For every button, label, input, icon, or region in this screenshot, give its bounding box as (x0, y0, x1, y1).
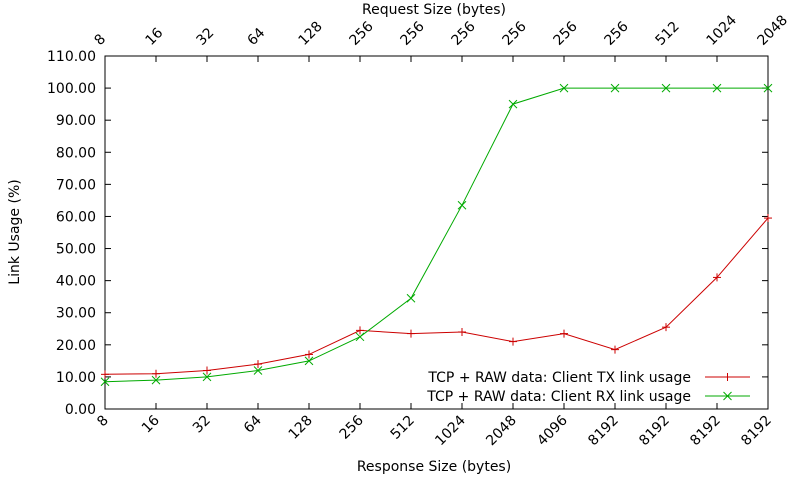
series-2 (100, 83, 773, 387)
x-axis-top: 8 16 32 64 128 256 256 256 256 256 256 512 1024 2048 (92, 12, 792, 62)
data-point (713, 273, 721, 282)
x2-tick-label: 128 (296, 19, 326, 49)
legend-entry: TCP + RAW data: Client TX link usage (427, 370, 750, 386)
data-point (202, 372, 212, 382)
x-tick-label: 32 (190, 413, 214, 437)
y-tick-label: 20.00 (56, 338, 96, 354)
x2-tick-label: 32 (194, 25, 218, 49)
data-point (152, 369, 160, 378)
data-point (304, 356, 314, 366)
x-tick-label: 128 (286, 413, 316, 443)
y-tick-label: 60.00 (56, 209, 96, 225)
y-tick-label: 90.00 (56, 113, 96, 129)
data-point (458, 327, 466, 336)
y-axis-label: Link Usage (%) (7, 179, 23, 284)
data-point (509, 337, 517, 346)
x-tick-label: 8 (94, 413, 112, 431)
y-tick-label: 40.00 (56, 274, 96, 290)
x-tick-label: 8192 (585, 413, 622, 450)
data-point (253, 366, 263, 375)
x2-tick-label: 256 (449, 19, 479, 49)
data-point (356, 326, 364, 335)
x-axis-label: Response Size (bytes) (357, 459, 511, 475)
data-point (203, 366, 211, 375)
data-point (764, 214, 772, 223)
data-point (254, 360, 262, 369)
x-tick-label: 8192 (738, 413, 775, 450)
y-tick-label: 110.00 (47, 49, 96, 65)
y-tick-label: 50.00 (56, 242, 96, 258)
x2-tick-label: 256 (398, 19, 428, 49)
x2-tick-label: 8 (92, 31, 110, 49)
data-point (559, 83, 569, 93)
x2-tick-label: 1024 (704, 12, 741, 49)
data-point (355, 332, 365, 342)
plot-frame (104, 55, 769, 410)
series-layer (100, 83, 773, 387)
y-tick-label: 100.00 (47, 81, 96, 97)
series-1 (101, 214, 772, 379)
x-tick-label: 8192 (687, 413, 724, 450)
legend-label: TCP + RAW data: Client TX link usage (427, 370, 691, 386)
x-tick-label: 1024 (432, 412, 469, 449)
y-axis: 0.00 10.00 20.00 30.00 40.00 50.00 60.00 70.00 8… (47, 49, 768, 418)
legend-entry: TCP + RAW data: Client RX link usage (426, 389, 750, 405)
x-tick-label: 8192 (636, 413, 673, 450)
data-point (151, 375, 161, 385)
x2-tick-label: 256 (347, 19, 377, 49)
series-line (104, 217, 769, 375)
data-point (508, 99, 518, 109)
data-point (101, 370, 109, 379)
y-tick-label: 10.00 (56, 370, 96, 386)
data-point (611, 345, 619, 354)
x2-tick-label: 256 (602, 19, 632, 49)
data-point (305, 350, 313, 359)
x2-tick-label: 512 (653, 19, 683, 49)
data-point (610, 83, 620, 93)
data-point (560, 329, 568, 338)
y-tick-label: 30.00 (56, 306, 96, 322)
data-point (457, 200, 467, 210)
x-tick-label: 2048 (483, 413, 520, 450)
legend-label: TCP + RAW data: Client RX link usage (426, 389, 691, 405)
data-point (723, 373, 732, 381)
x2-tick-label: 256 (551, 19, 581, 49)
legend: TCP + RAW data: Client TX link usage TCP … (426, 370, 750, 405)
data-point (407, 329, 415, 338)
series-line (104, 87, 768, 383)
data-point (712, 83, 722, 93)
data-point (406, 293, 416, 303)
x2-tick-label: 64 (245, 25, 269, 49)
x-tick-label: 4096 (534, 412, 571, 449)
x-tick-label: 16 (139, 412, 163, 436)
x-axis-bottom: 8 16 32 64 128 256 512 1024 2048 4096 8192 8192 8192… (94, 403, 775, 449)
x2-tick-label: 2048 (755, 12, 792, 49)
data-point (662, 323, 670, 332)
data-point (100, 377, 110, 387)
x2-axis-label: Request Size (bytes) (362, 2, 506, 18)
x-tick-label: 64 (241, 412, 265, 436)
x-tick-label: 256 (337, 412, 367, 442)
y-tick-label: 80.00 (56, 145, 96, 161)
x2-tick-label: 16 (143, 25, 167, 49)
y-tick-label: 0.00 (65, 402, 96, 418)
y-tick-label: 70.00 (56, 177, 96, 193)
x2-tick-label: 256 (500, 19, 530, 49)
data-point (763, 83, 773, 93)
x-tick-label: 512 (388, 413, 418, 443)
data-point (723, 391, 732, 401)
data-point (661, 83, 671, 93)
